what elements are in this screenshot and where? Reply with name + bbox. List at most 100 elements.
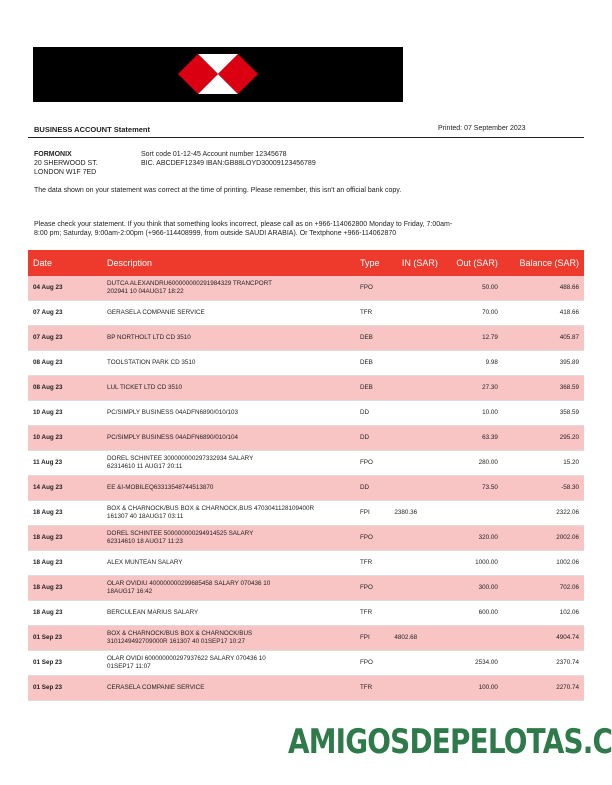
type-cell: FPI <box>354 625 390 651</box>
date-cell: 08 Aug 23 <box>28 375 102 401</box>
watermark: AMIGOSDEPELOTAS.COM <box>288 722 612 762</box>
balance-cell: 2322.06 <box>502 500 584 526</box>
in-cell <box>389 600 443 626</box>
balance-cell: 368.59 <box>502 375 584 401</box>
table-row: 14 Aug 23 EE &I-MOBILEQ63313548744513870 D… <box>28 475 584 501</box>
in-cell <box>389 425 443 451</box>
contact-notice-2: 8:00 pm; Saturday, 9:00am-2:00pm (+966-1… <box>34 230 397 237</box>
date-cell: 10 Aug 23 <box>28 400 102 426</box>
column-header: Date <box>28 250 102 276</box>
type-cell: FPO <box>354 575 390 601</box>
divider <box>28 137 584 138</box>
bic-iban: BIC. ABCDEF12349 IBAN:GB88LOYD3000912345… <box>141 160 316 167</box>
type-cell: TFR <box>354 675 390 701</box>
balance-cell: 1002.06 <box>502 550 584 576</box>
table-row: 18 Aug 23 BOX & CHARNOCK/BUS BOX & CHARNO… <box>28 500 584 526</box>
disclaimer: The data shown on your statement was cor… <box>34 187 402 194</box>
description-cell: LUL TICKET LTD CD 3510 <box>102 375 355 401</box>
balance-cell: 405.87 <box>502 325 584 351</box>
in-cell <box>389 525 443 551</box>
table-row: 07 Aug 23 BP NORTHOLT LTD CD 3510 DEB 12.79… <box>28 325 584 351</box>
type-cell: DEB <box>354 375 390 401</box>
description-cell: PC/SIMPLY BUSINESS 04ADFN6890/010/103 <box>102 400 355 426</box>
type-cell: DD <box>354 425 390 451</box>
in-cell: 4802.68 <box>389 625 443 651</box>
description-cell: EE &I-MOBILEQ63313548744513870 <box>102 475 355 501</box>
description-cell: DUTCA ALEXANDRU600000000291984329 TRANCP… <box>102 276 355 301</box>
out-cell: 2534.00 <box>442 650 503 676</box>
contact-notice-1: Please check your statement. If you thin… <box>34 221 453 228</box>
balance-cell: 2370.74 <box>502 650 584 676</box>
out-cell: 1000.00 <box>442 550 503 576</box>
in-cell <box>389 475 443 501</box>
description-cell: TOOLSTATION PARK CD 3510 <box>102 350 355 376</box>
out-cell: 27.30 <box>442 375 503 401</box>
out-cell: 280.00 <box>442 450 503 476</box>
in-cell: 2380.36 <box>389 500 443 526</box>
date-cell: 18 Aug 23 <box>28 500 102 526</box>
description-cell: OLAR OVIDI 600000000297937622 SALARY 070… <box>102 650 355 676</box>
description-cell: OLAR OVIDIU 400000000299685458 SALARY 07… <box>102 575 355 601</box>
date-cell: 14 Aug 23 <box>28 475 102 501</box>
type-cell: FPO <box>354 525 390 551</box>
balance-cell: 358.59 <box>502 400 584 426</box>
column-header: Description <box>102 250 355 276</box>
table-row: 18 Aug 23 DOREL SCHINTEE 5000000002949145… <box>28 525 584 551</box>
balance-cell: 702.06 <box>502 575 584 601</box>
description-cell: DOREL SCHINTEE 300000000297332934 SALARY… <box>102 450 355 476</box>
date-cell: 01 Sep 23 <box>28 675 102 701</box>
transactions-table: Date Description Type IN (SAR) Out (SAR) Bala… <box>28 250 584 701</box>
out-cell: 73.50 <box>442 475 503 501</box>
balance-cell: 4904.74 <box>502 625 584 651</box>
balance-cell: 2002.06 <box>502 525 584 551</box>
date-cell: 01 Sep 23 <box>28 625 102 651</box>
description-cell: CERASELA COMPANIE SERVICE <box>102 675 355 701</box>
customer-address-2: LONDON W1F 7ED <box>34 169 97 176</box>
description-cell: PC/SIMPLY BUSINESS 04ADFN6890/010/104 <box>102 425 355 451</box>
table-row: 01 Sep 23 BOX & CHARNOCK/BUS BOX & CHARNO… <box>28 625 584 651</box>
table-row: 08 Aug 23 LUL TICKET LTD CD 3510 DEB 27.30 3… <box>28 375 584 401</box>
table-row: 04 Aug 23 DUTCA ALEXANDRU6000000002919843… <box>28 276 584 301</box>
table-row: 01 Sep 23 OLAR OVIDI 600000000297937622 S… <box>28 650 584 676</box>
in-cell <box>389 575 443 601</box>
column-header: Type <box>354 250 390 276</box>
description-cell: BP NORTHOLT LTD CD 3510 <box>102 325 355 351</box>
out-cell: 100.00 <box>442 675 503 701</box>
table-row: 08 Aug 23 TOOLSTATION PARK CD 3510 DEB 9.98… <box>28 350 584 376</box>
out-cell: 600.00 <box>442 600 503 626</box>
type-cell: TFR <box>354 300 390 326</box>
description-cell: ALEX MUNTEAN SALARY <box>102 550 355 576</box>
out-cell: 9.98 <box>442 350 503 376</box>
out-cell <box>442 500 503 526</box>
table-row: 11 Aug 23 DOREL SCHINTEE 3000000002973329… <box>28 450 584 476</box>
balance-cell: 295.20 <box>502 425 584 451</box>
in-cell <box>389 650 443 676</box>
balance-cell: 418.66 <box>502 300 584 326</box>
type-cell: TFR <box>354 550 390 576</box>
description-cell: BERCULEAN MARIUS SALARY <box>102 600 355 626</box>
type-cell: DEB <box>354 325 390 351</box>
date-cell: 07 Aug 23 <box>28 300 102 326</box>
in-cell <box>389 325 443 351</box>
table-row: 10 Aug 23 PC/SIMPLY BUSINESS 04ADFN6890/0… <box>28 400 584 426</box>
date-cell: 11 Aug 23 <box>28 450 102 476</box>
balance-cell: 488.66 <box>502 276 584 301</box>
column-header: Out (SAR) <box>442 250 503 276</box>
printed-date: Printed: 07 September 2023 <box>438 125 526 132</box>
type-cell: TFR <box>354 600 390 626</box>
type-cell: FPO <box>354 276 390 301</box>
type-cell: FPO <box>354 650 390 676</box>
date-cell: 18 Aug 23 <box>28 550 102 576</box>
balance-cell: -58.30 <box>502 475 584 501</box>
in-cell <box>389 675 443 701</box>
customer-name: FORMONIX <box>34 151 72 158</box>
balance-cell: 15.20 <box>502 450 584 476</box>
customer-address-1: 20 SHERWOOD ST. <box>34 160 98 167</box>
type-cell: DD <box>354 400 390 426</box>
out-cell: 300.00 <box>442 575 503 601</box>
table-row: 18 Aug 23 BERCULEAN MARIUS SALARY TFR 600.0… <box>28 600 584 626</box>
out-cell: 63.39 <box>442 425 503 451</box>
table-row: 18 Aug 23 OLAR OVIDIU 400000000299685458 … <box>28 575 584 601</box>
bank-hexagon-logo-icon <box>178 54 258 94</box>
